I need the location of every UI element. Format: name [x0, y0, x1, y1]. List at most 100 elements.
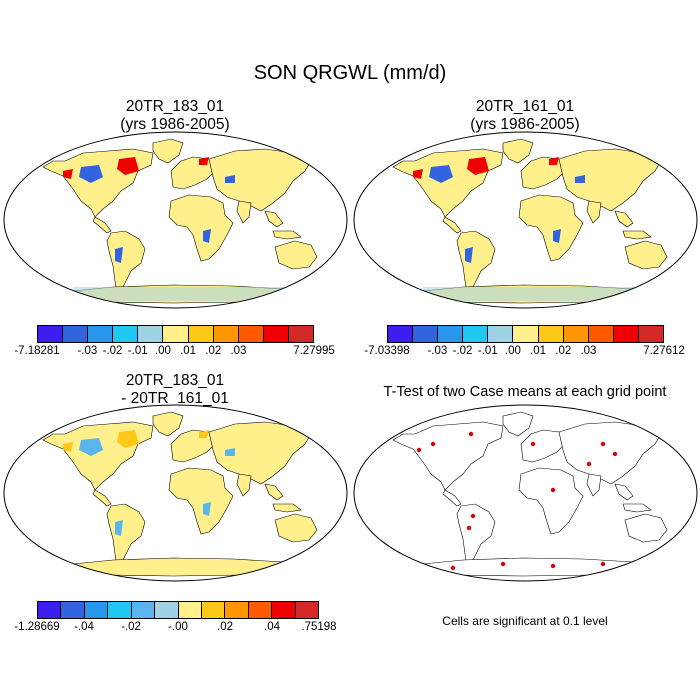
- anomaly-south-america-low: [115, 247, 123, 263]
- colorbar-tick-label: .02: [217, 621, 233, 633]
- continent-india: [586, 200, 602, 224]
- anomaly-north-america-low: [429, 165, 453, 183]
- continent-india: [236, 200, 252, 224]
- anomaly-east-canada-high: [117, 430, 139, 448]
- significant-cell: [470, 513, 476, 519]
- continent-central-america: [442, 216, 462, 234]
- significant-cell: [586, 461, 592, 467]
- continent-indonesia: [272, 230, 302, 240]
- colorbar-tick-label: -7.03398: [364, 345, 410, 357]
- colorbar-swatch: [38, 602, 62, 618]
- continent-australia: [624, 240, 668, 270]
- colorbar-swatch: [63, 326, 89, 342]
- continent-central-america: [442, 489, 462, 507]
- colorbar-swatch: [438, 326, 464, 342]
- colorbar-swatch: [225, 602, 249, 618]
- colorbar-swatch: [463, 326, 489, 342]
- colorbar-swatch: [588, 326, 614, 342]
- continent-africa: [518, 467, 584, 535]
- colorbar-swatch: [538, 326, 564, 342]
- anomaly-africa-low: [203, 229, 211, 243]
- map-panel1: [3, 131, 348, 309]
- colorbar-tick-label: -.00: [168, 621, 188, 633]
- significant-cell: [450, 565, 456, 571]
- antarctica-noise: [423, 287, 643, 301]
- panel3-title-line2: - 20TR_161_01: [121, 390, 229, 407]
- anomaly-africa-low: [203, 502, 211, 516]
- continent-central-america: [92, 489, 112, 507]
- colorbar-tick-label: 7.27612: [643, 345, 685, 357]
- anomaly-south-america-low: [465, 247, 473, 263]
- panel1-title-line1: 20TR_183_01: [125, 98, 225, 115]
- continent-australia: [624, 513, 668, 543]
- anomaly-africa-low: [553, 229, 561, 243]
- colorbar-tick-label: .00: [154, 345, 171, 357]
- colorbar-tick-label: -.02: [452, 345, 473, 357]
- colorbar-tick-label: .75198: [301, 621, 337, 633]
- colorbar-tick-label: .04: [264, 621, 280, 633]
- colorbar-swatch: [238, 326, 264, 342]
- colorbar-tick-label: -1.28669: [14, 621, 60, 633]
- colorbar-tick-label: -.02: [102, 345, 123, 357]
- colorbar-swatch: [88, 326, 114, 342]
- map-outline: [353, 404, 698, 582]
- colorbar-swatch: [413, 326, 439, 342]
- significant-cell: [416, 447, 422, 453]
- colorbar-tick-label: .03: [580, 345, 597, 357]
- map-outline: [353, 131, 698, 309]
- colorbar-swatch: [263, 326, 289, 342]
- continent-se-asia: [614, 483, 634, 501]
- colorbar-swatch: [213, 326, 239, 342]
- map-panel2: [353, 131, 698, 309]
- significant-cell: [550, 563, 556, 569]
- significant-cell: [600, 441, 606, 447]
- colorbar-tick-label: -.03: [427, 345, 448, 357]
- panel2-title: 20TR_161_01 (yrs 1986-2005): [350, 98, 700, 134]
- anomaly-scandinavia-high: [199, 430, 209, 438]
- significant-cell: [466, 525, 472, 531]
- colorbar-tick-label: -.01: [127, 345, 148, 357]
- colorbar-tick-label: .00: [504, 345, 521, 357]
- map-panel4: [353, 404, 698, 582]
- colorbar-swatch: [84, 602, 109, 618]
- anomaly-south-america-low: [115, 520, 123, 536]
- panel4-title: T-Test of two Case means at each grid po…: [350, 383, 700, 401]
- antarctica-noise: [73, 287, 293, 301]
- main-title: SON QRGWL (mm/d): [253, 62, 447, 84]
- significant-cell: [430, 441, 436, 447]
- continent-se-asia: [264, 483, 284, 501]
- map-outline: [3, 404, 348, 582]
- colorbar-swatch: [108, 602, 132, 618]
- colorbar-swatch: [248, 602, 273, 618]
- significant-cell: [612, 451, 618, 457]
- colorbar-swatch: [131, 602, 156, 618]
- colorbar-swatch: [38, 326, 64, 342]
- colorbar-tick-label: .03: [230, 345, 247, 357]
- panel4-title-line1: T-Test of two Case means at each grid po…: [383, 384, 667, 400]
- anomaly-scandinavia-high: [199, 157, 209, 165]
- panel3-title-line1: 20TR_183_01: [125, 372, 225, 389]
- continent-indonesia: [622, 230, 652, 240]
- anomaly-central-asia-low: [225, 448, 235, 456]
- continent-north-america: [392, 421, 504, 491]
- colorbar-swatch: [288, 326, 314, 342]
- colorbar-tick-label: .01: [530, 345, 547, 357]
- colorbar-tick-label: 7.27995: [293, 345, 335, 357]
- continent-indonesia: [272, 503, 302, 513]
- colorbar-tick-label: -.02: [121, 621, 141, 633]
- colorbar-tick-label: -.01: [477, 345, 498, 357]
- continent-india: [586, 473, 602, 497]
- colorbar-swatch: [163, 326, 189, 342]
- continent-europe: [520, 429, 566, 463]
- colorbar-panel1: [37, 325, 314, 343]
- colorbar-tick-label: .01: [180, 345, 197, 357]
- continent-asia: [208, 421, 312, 485]
- anomaly-central-asia-low: [225, 175, 235, 183]
- panel2-title-line1: 20TR_161_01: [475, 98, 575, 115]
- colorbar-swatch: [388, 326, 414, 342]
- continent-greenland: [152, 138, 184, 164]
- anomaly-west-high: [63, 442, 73, 452]
- continent-greenland: [502, 411, 534, 437]
- continent-greenland: [502, 138, 534, 164]
- anomaly-west-high: [413, 169, 423, 179]
